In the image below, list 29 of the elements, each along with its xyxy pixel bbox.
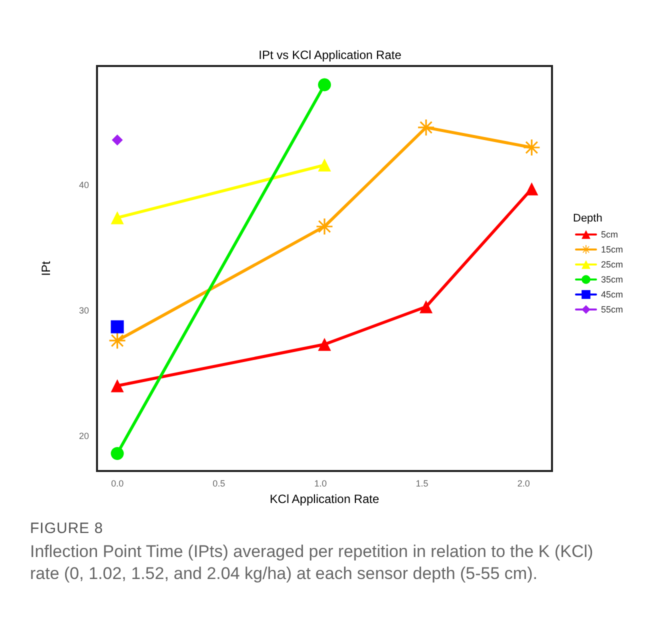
x-tick-label: 2.0 — [517, 478, 530, 488]
y-tick-label: 20 — [78, 430, 89, 441]
x-tick-label: 1.0 — [314, 478, 327, 488]
y-axis-title: IPt — [39, 260, 53, 276]
y-tick-label: 40 — [78, 180, 89, 190]
legend-label: 25cm — [601, 260, 624, 270]
point — [110, 320, 124, 334]
text: Inflection Point Time (IPts) averaged per repetition in relation to the K (KCl) rate (0, 1.02, 1.52, and 2.04 kg/ha) at each sensor depth (5-55 cm). — [30, 541, 594, 586]
legend-label: 45cm — [601, 290, 624, 300]
chart-title: IPt vs KCl Application Rate — [258, 48, 402, 62]
y-tick-label: 30 — [78, 306, 89, 316]
point — [318, 78, 331, 92]
legend-label: 15cm — [601, 244, 624, 254]
x-axis-title: KCl Application Rate — [270, 492, 380, 506]
caption: FIGURE 8 — [30, 520, 104, 537]
x-tick-label: 1.5 — [416, 478, 428, 488]
legend-title: Depth — [573, 212, 602, 224]
legend-label: 35cm — [601, 274, 624, 284]
legend-label: 55cm — [601, 304, 624, 314]
point — [110, 379, 124, 392]
point — [112, 134, 123, 146]
point — [525, 182, 538, 196]
point — [318, 338, 331, 351]
x-tick-label: 0.0 — [111, 478, 124, 488]
point — [110, 446, 124, 460]
x-tick-label: 0.5 — [212, 478, 226, 488]
legend-label: 5cm — [601, 230, 618, 240]
point — [420, 300, 433, 314]
point — [316, 218, 332, 234]
